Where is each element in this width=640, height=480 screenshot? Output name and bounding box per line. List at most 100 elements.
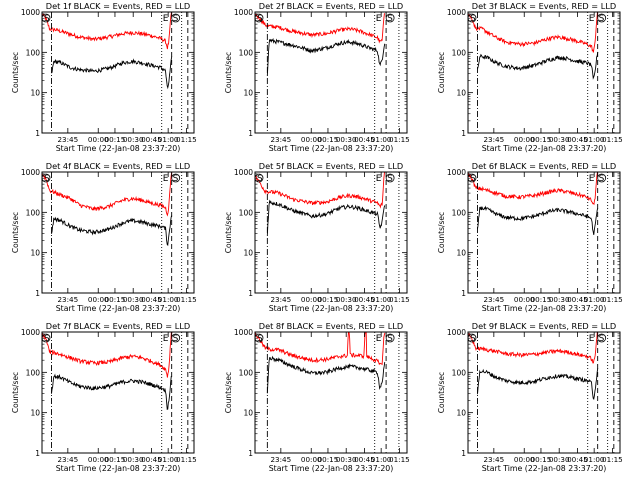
- x-tick-label: 23:45: [270, 455, 291, 464]
- events-series-line: [266, 355, 386, 394]
- events-series-line: [266, 199, 386, 235]
- start-marker-label: S: [257, 174, 263, 184]
- panel-title: Det 9f BLACK = Events, RED = LLD: [472, 321, 616, 331]
- x-tick-label: 23:45: [483, 135, 504, 144]
- lld-series-line: [468, 172, 599, 206]
- start-marker-label: S: [257, 14, 263, 24]
- x-tick-label: 01:00: [158, 455, 179, 464]
- y-tick-label: 100: [26, 368, 41, 377]
- y-axis-label: Counts/sec: [224, 372, 233, 413]
- y-tick-label: 100: [239, 208, 254, 217]
- y-tick-label: 100: [452, 208, 467, 217]
- y-tick-label: 1000: [21, 328, 40, 337]
- lld-series-line: [468, 12, 599, 53]
- x-tick-label: 00:00: [88, 455, 109, 464]
- x-tick-label: 00:15: [531, 135, 552, 144]
- x-tick-label: 00:15: [531, 455, 552, 464]
- x-tick-label: 00:30: [123, 295, 144, 304]
- y-axis-label: Counts/sec: [11, 372, 20, 413]
- end-marker-label: E: [376, 174, 382, 184]
- end-marker-label: E: [589, 334, 595, 344]
- y-tick-label: 1000: [234, 168, 253, 177]
- x-tick-label: 00:30: [123, 135, 144, 144]
- y-tick-label: 10: [456, 89, 466, 98]
- y-tick-label: 1: [35, 129, 40, 138]
- x-tick-label: 01:15: [176, 295, 197, 304]
- y-tick-label: 1000: [21, 8, 40, 17]
- x-tick-label: 00:15: [105, 135, 126, 144]
- end-marker-label: E: [163, 334, 169, 344]
- lld-series-line: [255, 13, 386, 44]
- saa-marker-circle: [597, 13, 607, 23]
- events-series-line: [266, 37, 386, 76]
- y-tick-label: 100: [452, 48, 467, 57]
- x-tick-label: 00:00: [301, 455, 322, 464]
- x-tick-label: 00:00: [88, 135, 109, 144]
- plot-frame: [467, 331, 621, 454]
- start-marker-label: S: [44, 14, 50, 24]
- y-tick-label: 1: [35, 449, 40, 458]
- saa-marker-label: S: [599, 334, 605, 344]
- panel-title: Det 1f BLACK = Events, RED = LLD: [46, 1, 190, 11]
- y-tick-label: 1: [248, 449, 253, 458]
- x-axis-label: Start Time (22-Jan-08 23:37:20): [269, 144, 394, 153]
- y-tick-label: 100: [239, 48, 254, 57]
- x-axis-label: Start Time (22-Jan-08 23:37:20): [269, 304, 394, 313]
- start-marker-label: S: [44, 334, 50, 344]
- saa-marker-circle: [385, 173, 395, 183]
- lld-series-line: [42, 332, 173, 378]
- saa-marker-circle: [385, 333, 395, 343]
- events-series-line: [477, 368, 599, 401]
- y-tick-label: 1: [461, 289, 466, 298]
- lld-series-line: [255, 332, 386, 366]
- lld-series-line: [42, 172, 173, 217]
- y-tick-label: 1000: [447, 328, 466, 337]
- x-tick-label: 00:15: [105, 295, 126, 304]
- x-tick-label: 00:45: [567, 455, 588, 464]
- lld-series-line: [468, 332, 598, 364]
- plot-frame: [254, 171, 408, 294]
- x-tick-label: 00:45: [354, 295, 375, 304]
- saa-marker-circle: [171, 173, 181, 183]
- events-series-line: [477, 205, 599, 235]
- x-axis-label: Start Time (22-Jan-08 23:37:20): [56, 144, 181, 153]
- plot-frame: [467, 171, 621, 294]
- y-tick-label: 1: [35, 289, 40, 298]
- y-tick-label: 100: [26, 48, 41, 57]
- saa-marker-circle: [171, 333, 181, 343]
- x-tick-label: 00:30: [549, 135, 570, 144]
- saa-marker-label: S: [173, 14, 179, 24]
- y-tick-label: 10: [243, 409, 253, 418]
- x-tick-label: 01:00: [584, 455, 605, 464]
- saa-marker-circle: [597, 333, 607, 343]
- end-marker-label: E: [163, 14, 169, 24]
- x-tick-label: 01:15: [602, 295, 623, 304]
- y-tick-label: 10: [30, 249, 40, 258]
- y-tick-label: 1: [248, 129, 253, 138]
- x-tick-label: 00:15: [318, 455, 339, 464]
- y-tick-label: 10: [456, 249, 466, 258]
- y-tick-label: 1000: [21, 168, 40, 177]
- x-tick-label: 01:15: [602, 135, 623, 144]
- y-tick-label: 1000: [447, 8, 466, 17]
- x-tick-label: 01:15: [176, 455, 197, 464]
- saa-marker-label: S: [599, 174, 605, 184]
- x-tick-label: 00:45: [354, 135, 375, 144]
- x-tick-label: 00:45: [567, 135, 588, 144]
- y-tick-label: 1000: [234, 328, 253, 337]
- x-tick-label: 00:00: [301, 135, 322, 144]
- y-axis-label: Counts/sec: [224, 212, 233, 253]
- y-axis-label: Counts/sec: [437, 372, 446, 413]
- end-marker-label: E: [589, 174, 595, 184]
- x-tick-label: 00:30: [336, 455, 357, 464]
- saa-marker-label: S: [387, 174, 393, 184]
- events-series-line: [51, 56, 173, 90]
- x-tick-label: 01:00: [371, 455, 392, 464]
- x-tick-label: 00:45: [141, 295, 162, 304]
